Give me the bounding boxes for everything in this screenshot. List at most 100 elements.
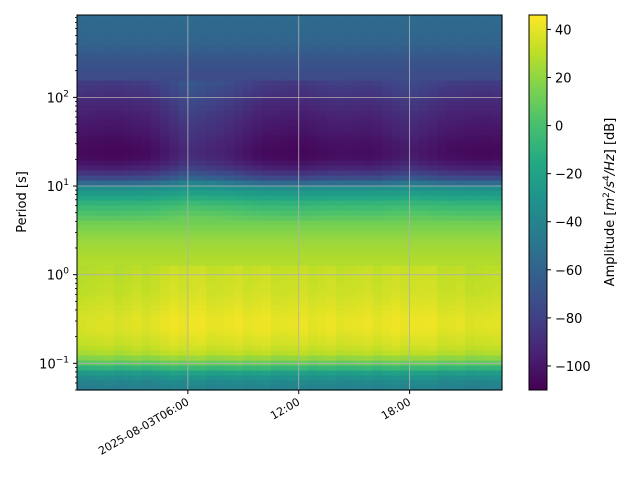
heatmap-cell (150, 265, 161, 271)
heatmap-cell (178, 375, 189, 381)
heatmap-cell (409, 345, 420, 351)
heatmap-cell (280, 195, 291, 201)
heatmap-cell (86, 370, 97, 376)
heatmap-cell (206, 365, 217, 371)
heatmap-cell (437, 225, 448, 231)
heatmap-cell (123, 75, 134, 81)
heatmap-cell (326, 40, 337, 46)
heatmap-cell (492, 285, 503, 291)
heatmap-cell (280, 230, 291, 236)
heatmap-cell (150, 210, 161, 216)
heatmap-cell (483, 235, 494, 241)
heatmap-cell (261, 175, 272, 181)
heatmap-cell (104, 265, 115, 271)
heatmap-cell (271, 105, 281, 111)
heatmap-cell (243, 175, 254, 181)
heatmap-cell (280, 55, 291, 61)
heatmap-cell (123, 55, 134, 61)
heatmap-cell (289, 215, 300, 221)
heatmap-cell (224, 140, 235, 146)
heatmap-cell (150, 80, 161, 86)
heatmap-cell (474, 185, 485, 191)
heatmap-cell (234, 360, 244, 366)
heatmap-cell (483, 380, 494, 386)
heatmap-cell (455, 65, 466, 71)
heatmap-cell (354, 160, 365, 166)
heatmap-cell (289, 150, 300, 156)
heatmap-cell (215, 385, 226, 391)
heatmap-cell (261, 20, 272, 26)
heatmap-cell (160, 140, 170, 146)
heatmap-cell (160, 120, 170, 126)
heatmap-cell (150, 130, 161, 136)
heatmap-cell (437, 100, 448, 106)
heatmap-cell (391, 40, 401, 46)
heatmap-cell (252, 120, 263, 126)
heatmap-cell (381, 80, 392, 86)
heatmap-cell (280, 340, 291, 346)
heatmap-cell (307, 65, 318, 71)
heatmap-cell (298, 330, 309, 336)
heatmap-cell (437, 130, 448, 136)
heatmap-cell (243, 350, 254, 356)
heatmap-cell (483, 145, 494, 151)
heatmap-cell (104, 125, 115, 131)
heatmap-cell (372, 90, 383, 96)
heatmap-cell (428, 310, 438, 316)
heatmap-cell (206, 335, 217, 341)
heatmap-cell (483, 65, 494, 71)
heatmap-cell (307, 155, 318, 161)
heatmap-cell (123, 170, 134, 176)
heatmap-cell (252, 70, 263, 76)
heatmap-cell (465, 255, 475, 261)
heatmap-cell (307, 295, 318, 301)
heatmap-cell (95, 235, 106, 241)
heatmap-cell (123, 25, 134, 31)
heatmap-cell (474, 250, 485, 256)
heatmap-cell (317, 60, 328, 66)
heatmap-cell (224, 320, 235, 326)
heatmap-cell (261, 210, 272, 216)
heatmap-cell (160, 35, 170, 41)
heatmap-cell (150, 30, 161, 36)
heatmap-cell (123, 180, 134, 186)
heatmap-cell (104, 50, 115, 56)
heatmap-cell (271, 245, 281, 251)
heatmap-cell (113, 100, 124, 106)
heatmap-cell (160, 380, 170, 386)
heatmap-cell (326, 50, 337, 56)
heatmap-cell (224, 45, 235, 51)
heatmap-cell (344, 315, 355, 321)
heatmap-cell (418, 175, 429, 181)
heatmap-cell (95, 175, 106, 181)
heatmap-cell (307, 370, 318, 376)
heatmap-cell (409, 295, 420, 301)
heatmap-cell (418, 315, 429, 321)
heatmap-cell (381, 170, 392, 176)
heatmap-cell (492, 30, 503, 36)
heatmap-cell (372, 265, 383, 271)
heatmap-cell (169, 130, 180, 136)
heatmap-cell (409, 310, 420, 316)
heatmap-cell (113, 40, 124, 46)
heatmap-cell (381, 290, 392, 296)
heatmap-cell (132, 55, 143, 61)
heatmap-cell (372, 255, 383, 261)
heatmap-cell (261, 145, 272, 151)
heatmap-cell (492, 60, 503, 66)
heatmap-cell (86, 145, 97, 151)
heatmap-cell (465, 370, 475, 376)
heatmap-cell (197, 30, 207, 36)
heatmap-cell (169, 160, 180, 166)
heatmap-cell (344, 360, 355, 366)
heatmap-cell (474, 45, 485, 51)
heatmap-cell (446, 300, 457, 306)
heatmap-cell (243, 380, 254, 386)
heatmap-cell (169, 240, 180, 246)
heatmap-cell (307, 235, 318, 241)
heatmap-cell (474, 145, 485, 151)
heatmap-cell (197, 125, 207, 131)
heatmap-cell (206, 105, 217, 111)
heatmap-cell (113, 140, 124, 146)
heatmap-cell (298, 120, 309, 126)
